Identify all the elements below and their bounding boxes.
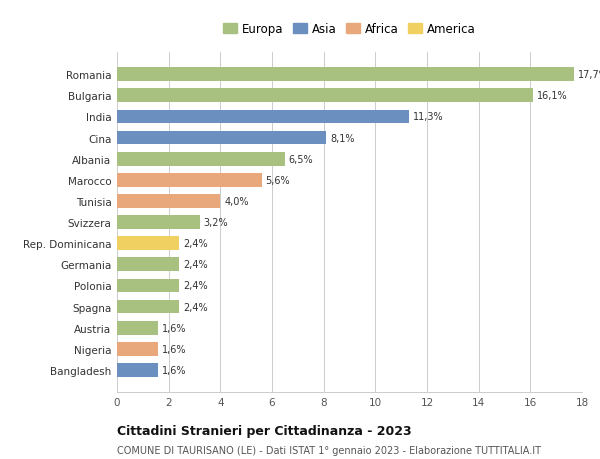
Text: COMUNE DI TAURISANO (LE) - Dati ISTAT 1° gennaio 2023 - Elaborazione TUTTITALIA.: COMUNE DI TAURISANO (LE) - Dati ISTAT 1°… xyxy=(117,445,541,455)
Bar xyxy=(117,300,179,314)
Text: 8,1%: 8,1% xyxy=(330,133,355,143)
Legend: Europa, Asia, Africa, America: Europa, Asia, Africa, America xyxy=(218,18,481,40)
Text: 3,2%: 3,2% xyxy=(203,218,228,228)
Text: 17,7%: 17,7% xyxy=(578,70,600,80)
Text: 2,4%: 2,4% xyxy=(183,260,208,270)
Text: 11,3%: 11,3% xyxy=(413,112,443,122)
Bar xyxy=(117,195,220,208)
Bar xyxy=(117,174,262,187)
Bar xyxy=(117,258,179,272)
Bar xyxy=(117,152,285,166)
Bar xyxy=(117,237,179,251)
Bar xyxy=(117,342,158,356)
Text: 5,6%: 5,6% xyxy=(266,175,290,185)
Text: 1,6%: 1,6% xyxy=(162,365,187,375)
Text: 2,4%: 2,4% xyxy=(183,239,208,249)
Bar xyxy=(117,364,158,377)
Text: 1,6%: 1,6% xyxy=(162,344,187,354)
Bar xyxy=(117,131,326,145)
Text: 1,6%: 1,6% xyxy=(162,323,187,333)
Text: 6,5%: 6,5% xyxy=(289,154,313,164)
Bar xyxy=(117,90,533,103)
Bar xyxy=(117,216,200,230)
Text: 2,4%: 2,4% xyxy=(183,302,208,312)
Bar xyxy=(117,68,574,82)
Bar xyxy=(117,279,179,293)
Text: Cittadini Stranieri per Cittadinanza - 2023: Cittadini Stranieri per Cittadinanza - 2… xyxy=(117,425,412,437)
Text: 4,0%: 4,0% xyxy=(224,196,249,207)
Bar xyxy=(117,321,158,335)
Bar xyxy=(117,110,409,124)
Text: 2,4%: 2,4% xyxy=(183,281,208,291)
Text: 16,1%: 16,1% xyxy=(537,91,568,101)
